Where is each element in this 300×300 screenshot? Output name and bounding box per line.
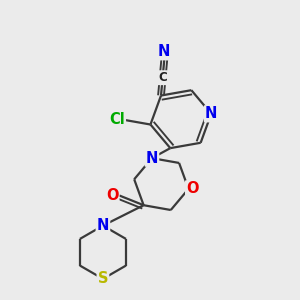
Text: N: N [158,44,170,59]
Text: N: N [146,151,158,166]
Text: O: O [186,182,199,196]
Text: N: N [97,218,109,233]
Text: C: C [158,71,167,84]
Text: Cl: Cl [109,112,125,127]
Text: S: S [98,272,108,286]
Text: O: O [106,188,118,203]
Text: N: N [205,106,217,121]
